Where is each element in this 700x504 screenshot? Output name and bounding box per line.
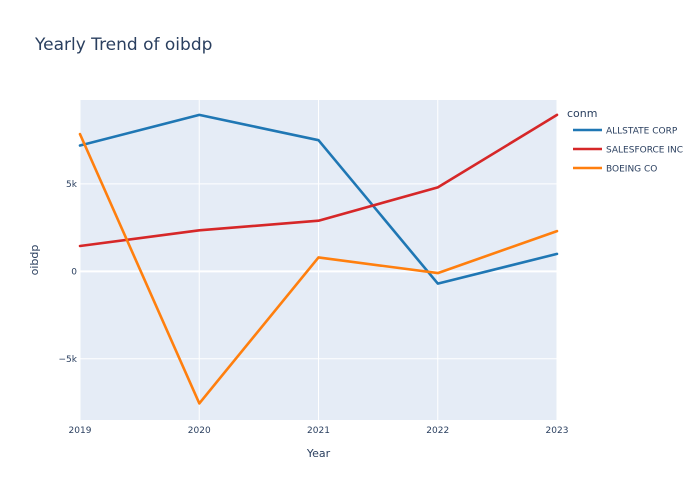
chart-title: Yearly Trend of oibdp: [34, 35, 212, 55]
legend-label: BOEING CO: [606, 165, 657, 175]
x-tick-label: 2023: [546, 426, 569, 436]
gridlines: [79, 100, 558, 420]
x-tick-label: 2021: [307, 426, 330, 436]
x-tick-label: 2019: [69, 426, 92, 436]
legend-label: SALESFORCE INC: [606, 146, 683, 156]
legend-label: ALLSTATE CORP: [606, 127, 678, 137]
x-axis-ticks: 2019 2020 2021 2022 2023: [69, 426, 569, 436]
series-line-allstate-corp: [78, 113, 559, 285]
series-lines: [78, 113, 559, 405]
y-axis-title: oibdp: [28, 245, 41, 276]
x-tick-label: 2020: [188, 426, 211, 436]
x-tick-label: 2022: [426, 426, 449, 436]
x-axis-title: Year: [306, 447, 331, 460]
series-line-salesforce-inc: [78, 113, 559, 248]
y-tick-label: 0: [71, 267, 77, 277]
y-tick-label: 5k: [66, 180, 78, 190]
legend-title: conm: [567, 107, 597, 120]
series-line-boeing-co: [78, 132, 559, 405]
legend-items: ALLSTATE CORP SALESFORCE INC BOEING CO: [573, 127, 683, 175]
y-axis-ticks: −5k 0 5k: [59, 180, 78, 365]
legend: conm ALLSTATE CORP SALESFORCE INC BOEING C…: [567, 107, 683, 175]
y-tick-label: −5k: [59, 355, 78, 365]
